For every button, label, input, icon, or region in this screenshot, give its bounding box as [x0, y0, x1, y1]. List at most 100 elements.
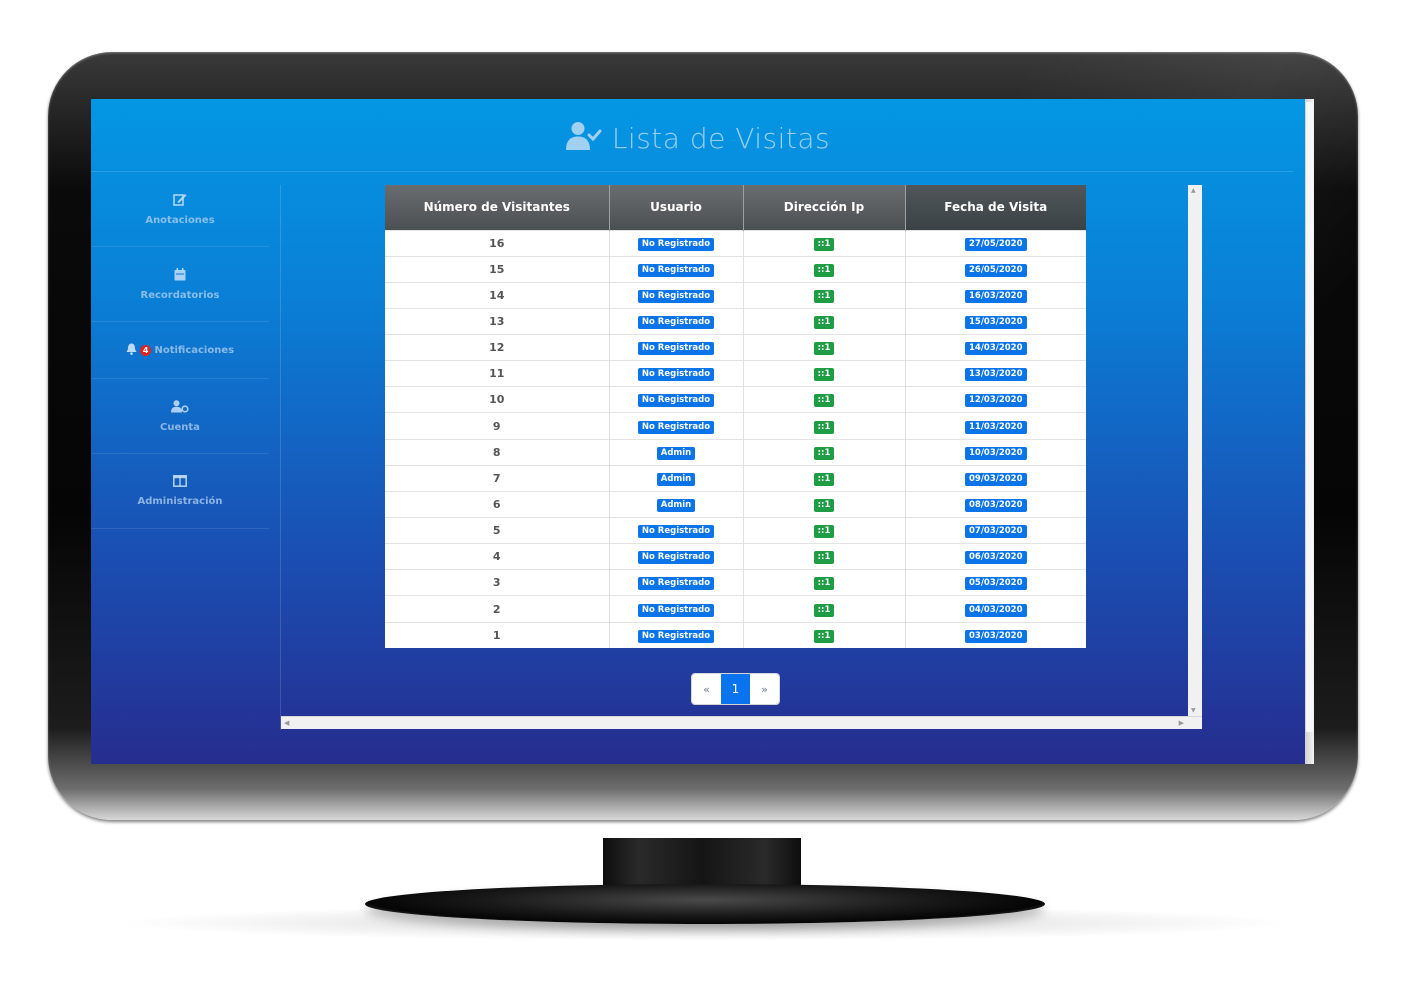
sidebar: Anotaciones Recordatorios 4 Noti — [91, 172, 269, 529]
user-badge: No Registrado — [637, 420, 715, 434]
window-scrollbar[interactable] — [1305, 99, 1314, 764]
columns-icon — [173, 475, 187, 490]
ip-badge: ::1 — [813, 420, 835, 434]
scroll-down-arrow-icon[interactable]: ▼ — [1191, 707, 1196, 714]
date-badge: 27/05/2020 — [964, 237, 1027, 251]
user-badge: Admin — [656, 498, 696, 512]
visitor-number: 12 — [385, 334, 610, 361]
user-check-icon — [565, 121, 602, 155]
ip-badge: ::1 — [813, 603, 835, 617]
sidebar-item-anotaciones[interactable]: Anotaciones — [91, 172, 269, 247]
table-row: 11 No Registrado::1 13/03/2020 — [385, 360, 1086, 387]
sidebar-item-administracion[interactable]: Administración — [91, 454, 269, 529]
user-badge: No Registrado — [637, 342, 715, 356]
visitor-number: 9 — [385, 412, 610, 440]
date-badge: 10/03/2020 — [964, 446, 1027, 460]
edit-icon — [173, 193, 187, 209]
table-row: 15 No Registrado::1 26/05/2020 — [385, 255, 1086, 283]
page-header: Lista de Visitas — [91, 117, 1305, 159]
sidebar-item-label: Cuenta — [160, 421, 200, 433]
scroll-left-arrow-icon[interactable]: ◀ — [284, 719, 290, 727]
date-badge: 03/03/2020 — [964, 629, 1027, 643]
table-row: 7 Admin::1 09/03/2020 — [385, 464, 1086, 492]
visitor-number: 16 — [385, 229, 610, 257]
column-header-usuario[interactable]: Usuario — [609, 185, 744, 230]
table-row: 8 Admin::1 10/03/2020 — [385, 438, 1086, 466]
ip-badge: ::1 — [813, 472, 835, 486]
table-row: 16 No Registrado::1 27/05/2020 — [385, 229, 1086, 257]
date-badge: 08/03/2020 — [964, 498, 1027, 512]
user-badge: No Registrado — [637, 551, 715, 565]
date-badge: 11/03/2020 — [964, 420, 1027, 434]
table-header-row: Número de Visitantes Usuario Dirección I… — [385, 185, 1086, 230]
ip-badge: ::1 — [813, 498, 835, 512]
content-divider — [280, 185, 281, 730]
ip-badge: ::1 — [813, 446, 835, 460]
date-badge: 16/03/2020 — [964, 289, 1027, 303]
ip-badge: ::1 — [813, 315, 835, 329]
user-badge: Admin — [656, 472, 696, 486]
ip-badge: ::1 — [813, 263, 835, 277]
visitor-number: 11 — [385, 360, 610, 387]
date-badge: 06/03/2020 — [964, 551, 1027, 565]
sidebar-item-notificaciones[interactable]: 4 Notificaciones — [91, 322, 269, 379]
table-row: 5 No Registrado::1 07/03/2020 — [385, 517, 1086, 544]
user-badge: No Registrado — [637, 394, 715, 408]
pagination-next-button[interactable]: » — [750, 674, 779, 704]
ip-badge: ::1 — [813, 551, 835, 565]
user-badge: No Registrado — [637, 629, 715, 643]
visitor-number: 6 — [385, 490, 610, 518]
visitor-number: 8 — [385, 438, 610, 466]
user-badge: No Registrado — [637, 237, 715, 251]
sidebar-item-recordatorios[interactable]: Recordatorios — [91, 247, 269, 322]
visitor-number: 2 — [385, 595, 610, 623]
pagination-page-button[interactable]: 1 — [721, 674, 750, 704]
user-gear-icon — [171, 399, 189, 416]
ip-badge: ::1 — [813, 629, 835, 643]
date-badge: 05/03/2020 — [964, 577, 1027, 591]
visitor-number: 15 — [385, 255, 610, 283]
sidebar-item-cuenta[interactable]: Cuenta — [91, 379, 269, 454]
user-badge: No Registrado — [637, 315, 715, 329]
horizontal-scrollbar[interactable]: ◀ ▶ — [281, 716, 1202, 729]
user-badge: No Registrado — [637, 577, 715, 591]
table-row: 4 No Registrado::1 06/03/2020 — [385, 543, 1086, 570]
user-badge: No Registrado — [637, 603, 715, 617]
bell-icon — [126, 343, 137, 358]
table-row: 2 No Registrado::1 04/03/2020 — [385, 595, 1086, 623]
user-badge: No Registrado — [637, 525, 715, 539]
visitor-number: 14 — [385, 281, 610, 309]
ip-badge: ::1 — [813, 289, 835, 303]
table-row: 10 No Registrado::1 12/03/2020 — [385, 386, 1086, 413]
table-row: 13 No Registrado::1 15/03/2020 — [385, 307, 1086, 335]
vertical-scrollbar[interactable]: ▲ ▼ — [1188, 185, 1202, 716]
page-title: Lista de Visitas — [611, 121, 831, 155]
visitor-number: 13 — [385, 307, 610, 335]
date-badge: 04/03/2020 — [964, 603, 1027, 617]
table-row: 6 Admin::1 08/03/2020 — [385, 490, 1086, 518]
calendar-icon — [174, 267, 186, 284]
header-divider — [91, 171, 1294, 172]
date-badge: 26/05/2020 — [964, 263, 1027, 277]
table-row: 14 No Registrado::1 16/03/2020 — [385, 281, 1086, 309]
date-badge: 14/03/2020 — [964, 342, 1027, 356]
table-row: 12 No Registrado::1 14/03/2020 — [385, 334, 1086, 361]
table-row: 3 No Registrado::1 05/03/2020 — [385, 569, 1086, 596]
scroll-right-arrow-icon[interactable]: ▶ — [1178, 719, 1184, 727]
column-header-numero[interactable]: Número de Visitantes — [385, 185, 610, 230]
pagination-prev-button[interactable]: « — [692, 674, 721, 704]
column-header-ip[interactable]: Dirección Ip — [743, 185, 906, 230]
visits-table: Número de Visitantes Usuario Dirección I… — [385, 185, 1086, 649]
scroll-up-arrow-icon[interactable]: ▲ — [1191, 187, 1196, 194]
column-header-fecha[interactable]: Fecha de Visita — [905, 185, 1086, 230]
ip-badge: ::1 — [813, 525, 835, 539]
sidebar-item-label: Administración — [137, 496, 223, 507]
window-scrollbar-thumb[interactable] — [1306, 102, 1313, 732]
monitor-stand-base — [365, 884, 1045, 924]
ip-badge: ::1 — [813, 577, 835, 591]
notification-count-badge: 4 — [139, 344, 152, 356]
table-row: 9 No Registrado::1 11/03/2020 — [385, 412, 1086, 440]
user-badge: No Registrado — [637, 368, 715, 382]
pagination: « 1 » — [692, 674, 779, 704]
ip-badge: ::1 — [813, 237, 835, 251]
